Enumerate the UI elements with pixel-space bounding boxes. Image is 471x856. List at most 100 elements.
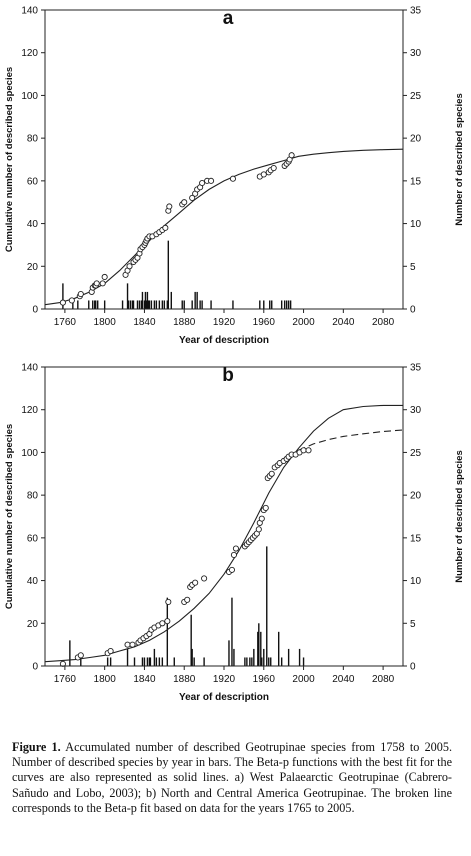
bar [173,657,175,666]
bar [136,300,139,309]
bar [263,648,265,666]
bar [268,657,270,666]
bar [251,657,253,666]
bar [253,648,255,666]
y-tick-label-left: 140 [21,6,38,17]
bar [97,300,99,309]
bar [153,300,156,309]
data-point [230,551,237,558]
bar [280,300,283,309]
bar [161,657,164,666]
data-point [228,566,236,573]
bar [147,300,150,309]
x-tick-label: 2000 [292,674,315,685]
bar [146,657,149,666]
data-point [165,598,172,605]
bar [77,300,79,309]
bar [287,300,290,309]
bar [146,291,149,309]
data-point [192,579,199,586]
y-axis-label-right: Number of described species [454,450,465,583]
y-tick-label-right: 25 [410,91,422,102]
y-tick-label-left: 40 [27,219,39,230]
bar [246,657,248,666]
data-point [232,545,239,552]
y-tick-label-left: 0 [32,305,38,316]
fit-curve [44,404,403,663]
bar [109,657,112,666]
data-point [260,171,267,178]
bar [161,300,164,309]
bar [148,300,151,309]
bar [150,300,153,309]
bar [167,240,170,309]
x-tick-label: 2000 [292,317,315,328]
bar [261,657,263,666]
x-tick-label: 1800 [94,317,117,328]
bar [231,597,233,666]
y-tick-label-right: 35 [410,6,422,17]
data-point [199,179,206,187]
y-axis-label-left: Cumulative number of described species [4,67,15,252]
bar [181,300,183,309]
data-point [181,199,188,206]
caption-label: Figure 1. [12,740,61,754]
y-tick-label-right: 15 [410,533,422,544]
y-tick-label-left: 0 [32,662,38,673]
y-axis-label-left: Cumulative number of described species [4,424,15,609]
x-tick-label: 2080 [372,317,395,328]
y-tick-label-right: 25 [410,448,422,459]
bar [143,657,146,666]
x-tick-label: 1840 [133,674,156,685]
x-tick-label: 1920 [213,317,236,328]
bar [140,300,143,309]
data-point [162,224,169,231]
bar [149,657,152,666]
bar [166,300,169,309]
data-point [189,194,196,201]
x-axis-label: Year of description [179,692,269,703]
bar [201,300,203,309]
bar [144,291,147,309]
data-point [305,447,312,454]
data-point [129,641,136,648]
y-tick-label-left: 100 [21,448,38,459]
bar [258,623,260,666]
bar [131,300,134,309]
data-point [68,297,75,304]
y-tick-label-left: 80 [27,491,39,502]
data-point [262,504,269,512]
bar [141,657,144,666]
y-tick-label-right: 10 [410,576,422,587]
data-point [201,575,208,582]
x-tick-label: 2080 [372,674,395,685]
data-point [208,177,215,184]
bar [153,648,156,666]
bar [170,291,172,309]
data-point [59,299,66,306]
bar [132,300,135,309]
bar [129,300,132,309]
x-tick-label: 1880 [173,317,196,328]
bar [298,648,301,666]
bar [163,300,166,309]
y-tick-label-right: 35 [410,363,422,374]
bar [277,631,280,666]
bar [92,300,94,309]
x-tick-label: 1840 [133,317,156,328]
bar [133,657,136,666]
y-tick-label-right: 15 [410,176,422,187]
bar [263,300,265,309]
bar [249,657,251,666]
bar [183,300,185,309]
x-tick-label: 1960 [253,674,276,685]
y-tick-label-right: 0 [410,662,416,673]
bar [95,300,97,309]
x-tick-label: 1960 [253,317,276,328]
plot-frame [44,9,404,310]
data-point [270,164,277,172]
bar [106,657,109,666]
